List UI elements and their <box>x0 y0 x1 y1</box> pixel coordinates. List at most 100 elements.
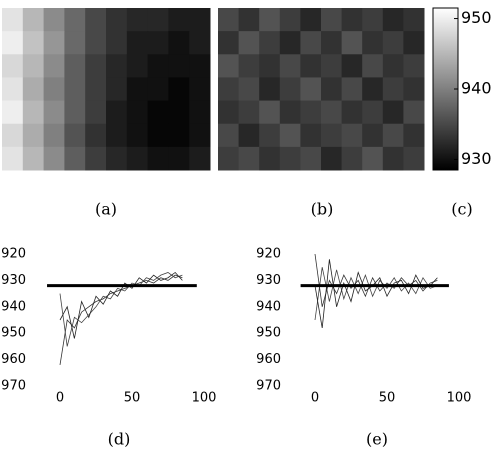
colorbar-tick-label: 950 <box>461 8 492 27</box>
heatmap-cell <box>147 54 169 78</box>
heatmap-cell <box>168 54 190 78</box>
heatmap-cell <box>64 8 86 32</box>
heatmap-cell <box>362 146 384 171</box>
heatmap-cell <box>238 100 260 125</box>
heatmap-cell <box>321 8 343 32</box>
heatmap-cell <box>362 54 384 78</box>
heatmap-cell <box>321 31 343 55</box>
heatmap-cell <box>189 31 211 55</box>
heatmap-cell <box>279 8 301 32</box>
heatmap-cell <box>403 31 425 55</box>
heatmap-cell <box>85 8 107 32</box>
trace <box>314 259 438 328</box>
y-tick-label: 920 <box>1 247 26 262</box>
heatmap-cell <box>168 31 190 55</box>
y-tick-label: 960 <box>256 352 281 367</box>
heatmap-cell <box>259 146 281 171</box>
heatmap-cell <box>168 146 190 171</box>
heatmap-cell <box>22 77 45 102</box>
heatmap-cell <box>22 8 45 32</box>
heatmap-cell <box>2 8 24 32</box>
heatmap-cell <box>85 146 107 171</box>
heatmap-cell <box>382 123 404 148</box>
y-tick-label: 950 <box>256 326 281 341</box>
heatmap-cell <box>382 146 404 171</box>
heatmap-cell <box>259 77 281 102</box>
heatmap-cell <box>2 146 24 171</box>
heatmap-cell <box>64 54 86 78</box>
heatmap-cell <box>300 8 322 32</box>
heatmap-cell <box>362 8 384 32</box>
heatmap-cell <box>403 146 425 171</box>
heatmap-cell <box>106 100 128 125</box>
heatmap-cell <box>43 31 65 55</box>
heatmap-cell <box>362 100 384 125</box>
heatmap-cell <box>85 54 107 78</box>
heatmap-cell <box>43 77 65 102</box>
heatmap-cell <box>300 77 322 102</box>
heatmap-cell <box>2 31 24 55</box>
heatmap-cell <box>2 77 24 102</box>
heatmap-cell <box>189 8 211 32</box>
heatmap-cell <box>85 77 107 102</box>
x-tick-label: 100 <box>447 391 472 406</box>
heatmap-cell <box>106 77 128 102</box>
x-tick-label: 50 <box>124 391 141 406</box>
heatmap-cell <box>279 146 301 171</box>
heatmap-cell <box>238 8 260 32</box>
heatmap-cell <box>341 146 363 171</box>
heatmap-cell <box>85 31 107 55</box>
heatmap-cell <box>22 54 45 78</box>
heatmap-cell <box>341 123 363 148</box>
heatmap-cell <box>189 123 211 148</box>
heatmap-cell <box>279 100 301 125</box>
heatmap-cell <box>64 77 86 102</box>
heatmap-cell <box>2 54 24 78</box>
heatmap-cell <box>189 54 211 78</box>
heatmap-cell <box>64 31 86 55</box>
heatmap-cell <box>43 123 65 148</box>
heatmap-cell <box>218 77 240 102</box>
heatmap-cell <box>321 123 343 148</box>
heatmap-cell <box>126 54 149 78</box>
heatmap-cell <box>85 100 107 125</box>
y-tick-label: 970 <box>256 379 281 394</box>
heatmap-cell <box>22 123 45 148</box>
heatmap-cell <box>341 8 363 32</box>
heatmap-cell <box>147 31 169 55</box>
heatmap-cell <box>238 123 260 148</box>
heatmap-cell <box>259 100 281 125</box>
y-tick-label: 920 <box>256 247 281 262</box>
heatmap-cell <box>403 123 425 148</box>
heatmap-cell <box>238 146 260 171</box>
heatmap-cell <box>300 54 322 78</box>
heatmap-cell <box>189 77 211 102</box>
heatmap-cell <box>64 100 86 125</box>
y-tick-label: 940 <box>256 299 281 314</box>
heatmap-cell <box>168 100 190 125</box>
heatmap-cell <box>218 123 240 148</box>
heatmap-cell <box>147 123 169 148</box>
heatmap-cell <box>341 100 363 125</box>
colorbar-tick-label: 930 <box>461 149 492 168</box>
heatmap-cell <box>22 146 45 171</box>
x-tick-label: 100 <box>192 391 217 406</box>
heatmap-cell <box>382 77 404 102</box>
heatmap-cell <box>382 8 404 32</box>
heatmap-cell <box>403 77 425 102</box>
caption: (b) <box>311 200 334 219</box>
heatmap-cell <box>321 54 343 78</box>
heatmap-cell <box>168 8 190 32</box>
y-tick-label: 930 <box>1 273 26 288</box>
heatmap-cell <box>22 100 45 125</box>
heatmap-cell <box>126 31 149 55</box>
heatmap-cell <box>403 8 425 32</box>
caption: (a) <box>95 200 117 219</box>
heatmap-cell <box>218 146 240 171</box>
heatmap-cell <box>321 77 343 102</box>
heatmap-cell <box>64 146 86 171</box>
heatmap-cell <box>341 77 363 102</box>
heatmap-cell <box>279 31 301 55</box>
heatmap-cell <box>321 100 343 125</box>
